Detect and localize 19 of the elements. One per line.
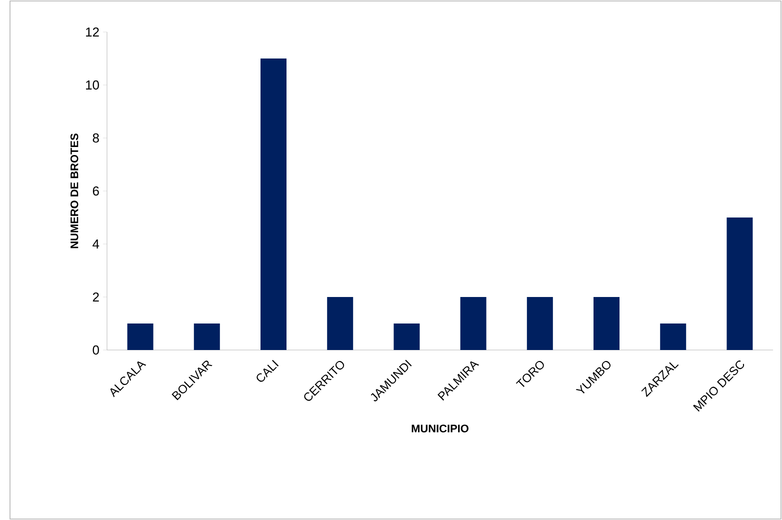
bar (526, 297, 553, 350)
y-tick-label: 0 (92, 345, 99, 355)
bar (260, 58, 287, 350)
bar (726, 217, 753, 350)
bar (460, 297, 486, 350)
bar (594, 297, 620, 350)
bar (660, 324, 686, 350)
y-axis-title: NUMERO DE BROTES (70, 134, 78, 248)
y-tick-label: 2 (92, 292, 99, 302)
y-tick-label: 8 (92, 133, 99, 143)
bar (127, 324, 154, 350)
y-tick-label: 10 (86, 80, 99, 90)
bar (394, 324, 420, 350)
bar (327, 297, 354, 350)
bar (194, 324, 220, 350)
x-axis-title: MUNICIPIO (412, 424, 468, 432)
y-tick-label: 4 (92, 240, 100, 248)
y-tick-label: 6 (92, 186, 99, 196)
y-tick-label: 12 (86, 27, 99, 37)
